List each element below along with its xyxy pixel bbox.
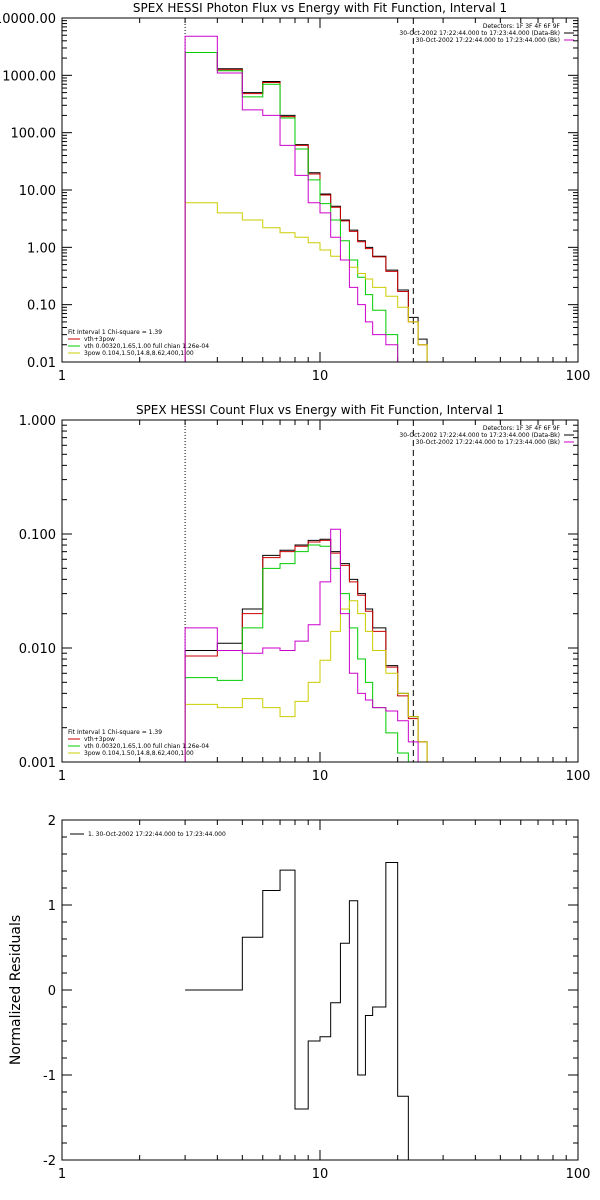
x-tick-label: 100 — [566, 1167, 591, 1182]
x-tick-label: 1 — [58, 769, 66, 784]
legend-left-entry: Fit Interval 1 Chi-square = 1.39 — [68, 329, 162, 336]
series-fit — [184, 539, 436, 763]
y-axis-label: Normalized Residuals — [8, 915, 24, 1065]
x-tick-label: 10 — [312, 369, 329, 384]
legend-left-entry: vth 0.00320,1.65,1.00 full chian 1.26e-0… — [84, 343, 209, 350]
plot-frame — [61, 419, 579, 763]
series-total — [184, 52, 436, 363]
legend-left-entry: Fit Interval 1 Chi-square = 1.39 — [68, 729, 162, 736]
legend-right-entry: Detectors: 1F 3F 4F 6F 9F — [483, 23, 561, 30]
legend-left-entry: 3pow 0.104,1.50,14.8,8.62,400,1.00 — [84, 750, 194, 757]
legend-left-entry: 3pow 0.104,1.50,14.8,8.62,400,1.00 — [84, 350, 194, 357]
series-vth — [184, 52, 436, 363]
x-tick-label: 10 — [312, 1167, 329, 1182]
y-tick-label: 1.000 — [19, 414, 56, 429]
legend-right-entry: Detectors: 1F 3F 4F 6F 9F — [483, 425, 561, 432]
x-tick-label: 100 — [566, 369, 591, 384]
count-flux-panel: SPEX HESSI Count Flux vs Energy with Fit… — [19, 403, 591, 784]
series-vth — [184, 544, 436, 763]
y-tick-label: 1 — [48, 899, 56, 914]
y-tick-label: 10.00 — [19, 184, 56, 199]
y-tick-label: 10000.00 — [0, 12, 56, 27]
series-fit — [184, 52, 436, 363]
legend-right-entry: 30-Oct-2002 17:22:44.000 to 17:23:44.000… — [399, 432, 560, 439]
x-tick-label: 10 — [312, 769, 329, 784]
x-tick-label: 1 — [58, 1167, 66, 1182]
y-tick-label: 1000.00 — [2, 69, 56, 84]
legend-right-entry: 30-Oct-2002 17:22:44.000 to 17:23:44.000… — [416, 439, 560, 446]
series-bk — [184, 35, 436, 363]
y-tick-label: 0.010 — [19, 642, 56, 657]
y-tick-label: 0 — [48, 984, 56, 999]
y-tick-label: 100.00 — [11, 127, 57, 142]
chart-title: SPEX HESSI Count Flux vs Energy with Fit… — [136, 403, 504, 417]
y-tick-label: 0.01 — [27, 356, 56, 371]
legend-left-entry: vth+3pow — [84, 736, 115, 743]
y-tick-label: 0.10 — [27, 299, 56, 314]
y-tick-label: -1 — [43, 1069, 56, 1084]
legend-right-entry: 30-Oct-2002 17:22:44.000 to 17:23:44.000… — [399, 30, 560, 37]
legend-right-entry: 30-Oct-2002 17:22:44.000 to 17:23:44.000… — [416, 37, 560, 44]
x-tick-label: 100 — [566, 769, 591, 784]
series-total — [185, 862, 419, 1161]
y-tick-label: 1.00 — [27, 241, 56, 256]
y-tick-label: -2 — [43, 1154, 56, 1169]
photon-flux-panel: SPEX HESSI Photon Flux vs Energy with Fi… — [0, 1, 590, 384]
x-tick-label: 1 — [58, 369, 66, 384]
legend-left-entry: vth+3pow — [84, 336, 115, 343]
series-bk — [184, 528, 436, 763]
legend-entry: 1. 30-Oct-2002 17:22:44.000 to 17:23:44.… — [88, 831, 226, 838]
plot-frame — [61, 819, 579, 1161]
plot-frame — [61, 17, 579, 363]
legend-left-entry: vth 0.00320,1.65,1.00 full chian 1.26e-0… — [84, 743, 209, 750]
y-tick-label: 0.001 — [19, 756, 56, 771]
chart-title: SPEX HESSI Photon Flux vs Energy with Fi… — [133, 1, 507, 15]
y-tick-label: 0.100 — [19, 528, 56, 543]
y-tick-label: 2 — [48, 814, 56, 829]
